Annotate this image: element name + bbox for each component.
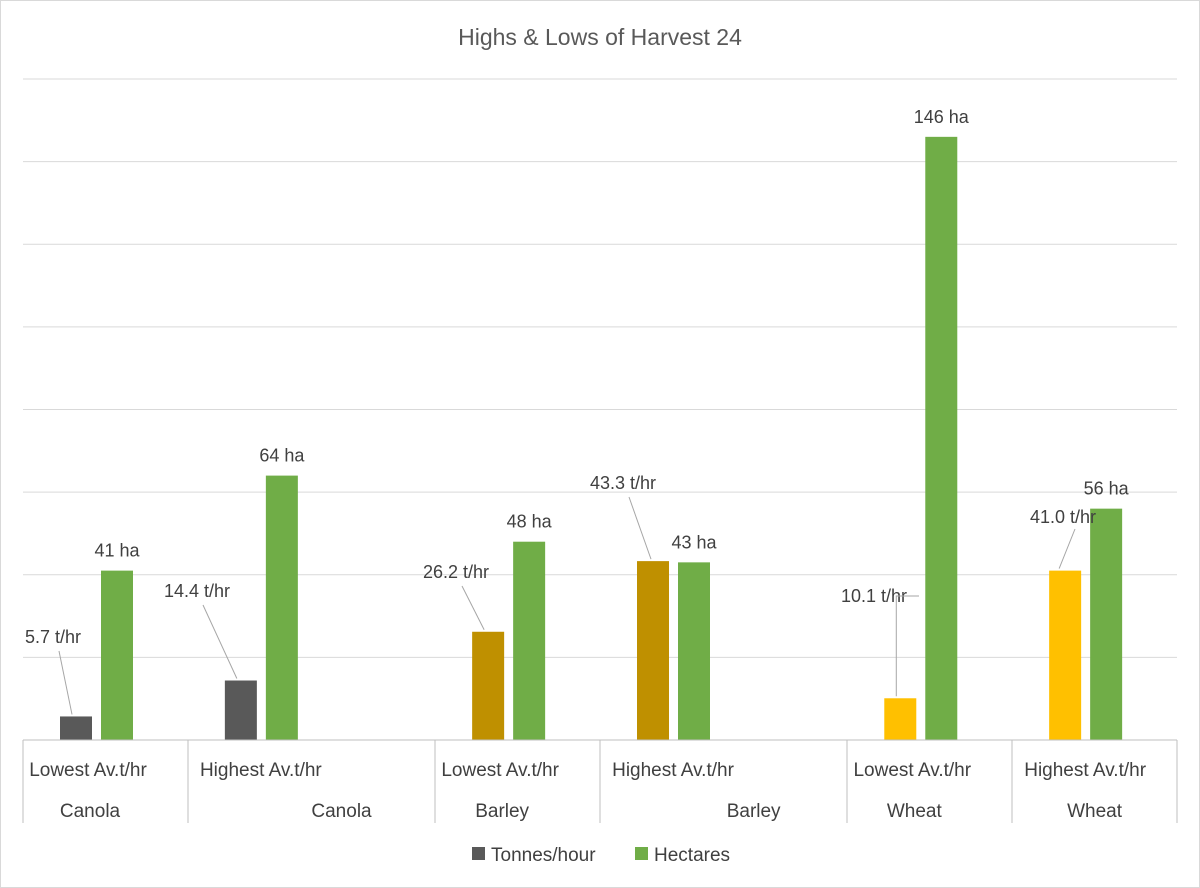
data-label-tonnes: 10.1 t/hr — [841, 586, 907, 606]
crop-label: Canola — [311, 801, 372, 822]
bar-hectares-canola-1 — [265, 475, 298, 740]
bar-tonnes-canola-1 — [224, 680, 257, 740]
bar-tonnes-wheat-1 — [1049, 570, 1082, 740]
data-label-hectares: 64 ha — [259, 446, 305, 466]
chart-title: Highs & Lows of Harvest 24 — [458, 24, 742, 50]
data-label-hectares: 146 ha — [914, 107, 970, 127]
crop-label: Wheat — [1067, 801, 1123, 822]
legend-label-tonnes-hour: Tonnes/hour — [491, 845, 596, 866]
legend: Tonnes/hour Hectares — [472, 845, 730, 866]
category-label: Highest Av.t/hr — [200, 760, 322, 781]
category-label: Lowest Av.t/hr — [853, 760, 971, 781]
data-labels: 41 ha 5.7 t/hr 64 ha 14.4 t/hr 48 ha 26.2 t/h… — [25, 107, 1130, 715]
bar-tonnes-wheat-0 — [884, 698, 917, 740]
data-label-tonnes: 26.2 t/hr — [423, 562, 489, 582]
leader-line — [58, 650, 73, 715]
bar-tonnes-barley-0 — [472, 631, 505, 740]
bar-hectares-wheat-1 — [1090, 508, 1123, 740]
crop-label: Canola — [60, 801, 121, 822]
data-label-tonnes: 5.7 t/hr — [25, 627, 81, 647]
leader-line — [202, 604, 238, 679]
leader-line — [1058, 528, 1076, 569]
category-label: Highest Av.t/hr — [1024, 760, 1146, 781]
bar-tonnes-canola-0 — [60, 716, 92, 740]
bars — [60, 136, 1123, 740]
bar-tonnes-barley-1 — [637, 561, 669, 740]
bar-hectares-barley-1 — [678, 562, 710, 740]
category-label: Highest Av.t/hr — [612, 760, 734, 781]
bar-hectares-barley-0 — [513, 541, 546, 740]
leader-line — [461, 585, 485, 630]
bar-hectares-canola-0 — [101, 570, 133, 740]
crop-label: Barley — [727, 801, 781, 822]
gridlines — [23, 78, 1177, 658]
category-axis: Lowest Av.t/hr Canola Highest Av.t/hr Canol… — [22, 739, 1178, 823]
crop-label: Barley — [475, 801, 529, 822]
data-label-hectares: 41 ha — [94, 541, 140, 561]
data-label-hectares: 43 ha — [671, 532, 717, 552]
category-label: Lowest Av.t/hr — [29, 760, 147, 781]
leader-line — [628, 496, 652, 560]
category-label: Lowest Av.t/hr — [441, 760, 559, 781]
data-label-hectares: 48 ha — [507, 512, 553, 532]
leader-line — [895, 595, 919, 697]
data-label-tonnes: 41.0 t/hr — [1030, 507, 1096, 527]
legend-label-hectares: Hectares — [654, 845, 730, 866]
legend-swatch-tonnes-hour — [472, 847, 485, 860]
bar-hectares-wheat-0 — [925, 136, 958, 740]
crop-label: Wheat — [887, 801, 943, 822]
data-label-tonnes: 14.4 t/hr — [164, 581, 230, 601]
data-label-hectares: 56 ha — [1084, 479, 1130, 499]
data-label-tonnes: 43.3 t/hr — [590, 473, 656, 493]
legend-swatch-hectares — [635, 847, 648, 860]
